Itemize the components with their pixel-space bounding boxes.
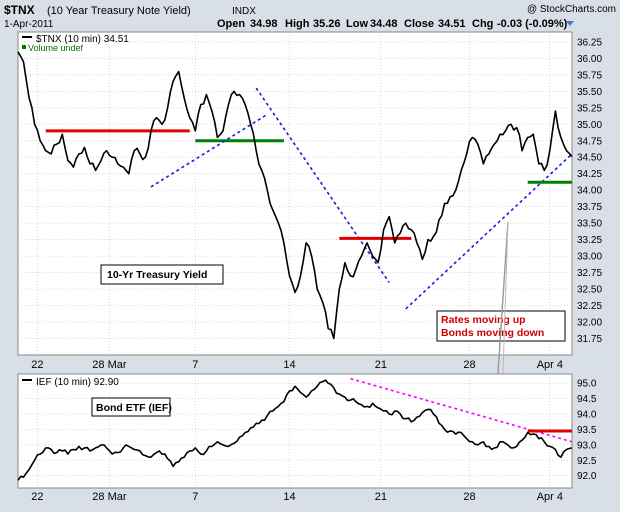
price-series-line (17, 51, 573, 340)
date-label: 1-Apr-2011 (4, 19, 54, 30)
annotation-pointer-arrow-shadow (501, 221, 509, 404)
y-tick-label: 36.25 (577, 37, 602, 48)
y-tick-label: 33.25 (577, 235, 602, 246)
y-tick-label: 32.50 (577, 285, 602, 296)
price-legend-swatch (22, 36, 32, 38)
price-annotation-box (100, 264, 224, 285)
ief-legend-swatch (22, 379, 32, 381)
x-tick-label: 21 (375, 491, 387, 503)
ief-series-line (17, 379, 573, 481)
x-tick-label: Apr 4 (537, 491, 563, 503)
y-tick-label: 95.0 (577, 379, 597, 390)
price-annotation: 10-Yr Treasury Yield (107, 269, 207, 281)
price-x-axis: 22 28 Mar 7 14 21 28 Apr 4 (31, 359, 563, 371)
ticker-symbol: $TNX (4, 3, 35, 17)
y-tick-label: 94.0 (577, 410, 597, 421)
x-tick-label: Apr 4 (537, 359, 563, 371)
y-tick-label: 35.50 (577, 87, 602, 98)
y-tick-label: 33.75 (577, 202, 602, 213)
x-tick-label: 22 (31, 359, 43, 371)
y-tick-label: 34.50 (577, 153, 602, 164)
ief-plot-area (17, 373, 573, 489)
watermark: @ StockCharts.com (527, 4, 616, 15)
x-tick-label: 21 (375, 359, 387, 371)
price-plot-area (17, 31, 573, 356)
y-tick-label: 32.00 (577, 318, 602, 329)
price-overlays (45, 87, 573, 310)
ief-gridlines (18, 374, 572, 488)
y-tick-label: 35.25 (577, 103, 602, 114)
x-tick-label: 28 Mar (92, 491, 127, 503)
y-tick-label: 92.0 (577, 471, 597, 482)
ief-y-axis: 92.0 92.5 93.0 93.5 94.0 94.5 95.0 (577, 379, 597, 482)
close-label: Close (404, 18, 434, 30)
price-y-axis: 31.75 32.00 32.25 32.50 32.75 33.00 33.25 33.50… (577, 37, 602, 345)
chevron-down-icon[interactable] (566, 21, 574, 26)
y-tick-label: 93.5 (577, 425, 597, 436)
y-tick-label: 33.50 (577, 219, 602, 230)
ief-overlays (350, 377, 573, 443)
x-tick-label: 28 (463, 491, 475, 503)
chg-value: -0.03 (-0.09%) (497, 18, 568, 30)
x-tick-label: 7 (192, 491, 198, 503)
y-tick-label: 33.00 (577, 252, 602, 263)
y-tick-label: 93.0 (577, 440, 597, 451)
y-tick-label: 36.00 (577, 54, 602, 65)
rates-annotation-line2: Bonds moving down (441, 327, 544, 339)
low-label: Low (346, 18, 368, 30)
high-value: 35.26 (313, 18, 341, 30)
y-tick-label: 35.75 (577, 70, 602, 81)
trendline-line (150, 113, 268, 188)
price-gridlines (18, 32, 572, 355)
ief-annotation-box (91, 397, 171, 417)
open-label: Open (217, 18, 245, 30)
x-tick-label: 28 (463, 359, 475, 371)
price-legend: $TNX (10 min) 34.51 (36, 34, 129, 45)
price-panel: 31.75 32.00 32.25 32.50 32.75 33.00 33.25 33.50… (17, 31, 602, 404)
y-tick-label: 34.25 (577, 169, 602, 180)
y-tick-label: 32.75 (577, 268, 602, 279)
x-tick-label: 7 (192, 359, 198, 371)
close-value: 34.51 (438, 18, 466, 30)
y-tick-label: 34.00 (577, 186, 602, 197)
y-tick-label: 92.5 (577, 456, 597, 467)
low-value: 34.48 (370, 18, 398, 30)
ticker-description: (10 Year Treasury Note Yield) (47, 5, 191, 17)
y-tick-label: 32.25 (577, 301, 602, 312)
high-label: High (285, 18, 310, 30)
x-tick-label: 14 (283, 491, 295, 503)
y-tick-label: 31.75 (577, 334, 602, 345)
y-tick-label: 94.5 (577, 394, 597, 405)
rates-annotation-line1: Rates moving up (441, 314, 526, 326)
chg-label: Chg (472, 18, 493, 30)
x-tick-label: 22 (31, 491, 43, 503)
exchange-label: INDX (232, 6, 256, 17)
open-value: 34.98 (250, 18, 278, 30)
x-tick-label: 28 Mar (92, 359, 127, 371)
volume-legend: Volume undef (28, 43, 84, 53)
y-tick-label: 35.00 (577, 120, 602, 131)
y-tick-label: 34.75 (577, 136, 602, 147)
ief-legend: IEF (10 min) 92.90 (36, 377, 119, 388)
ief-x-axis: 22 28 Mar 7 14 21 28 Apr 4 (31, 491, 563, 503)
ief-panel: 92.0 92.5 93.0 93.5 94.0 94.5 95.0 IEF (10 min… (17, 373, 597, 489)
annotation-pointer-arrow (495, 221, 509, 404)
ief-annotation: Bond ETF (IEF) (96, 402, 172, 414)
volume-legend-swatch (22, 45, 26, 49)
x-tick-label: 14 (283, 359, 295, 371)
trendline-line (405, 153, 573, 310)
